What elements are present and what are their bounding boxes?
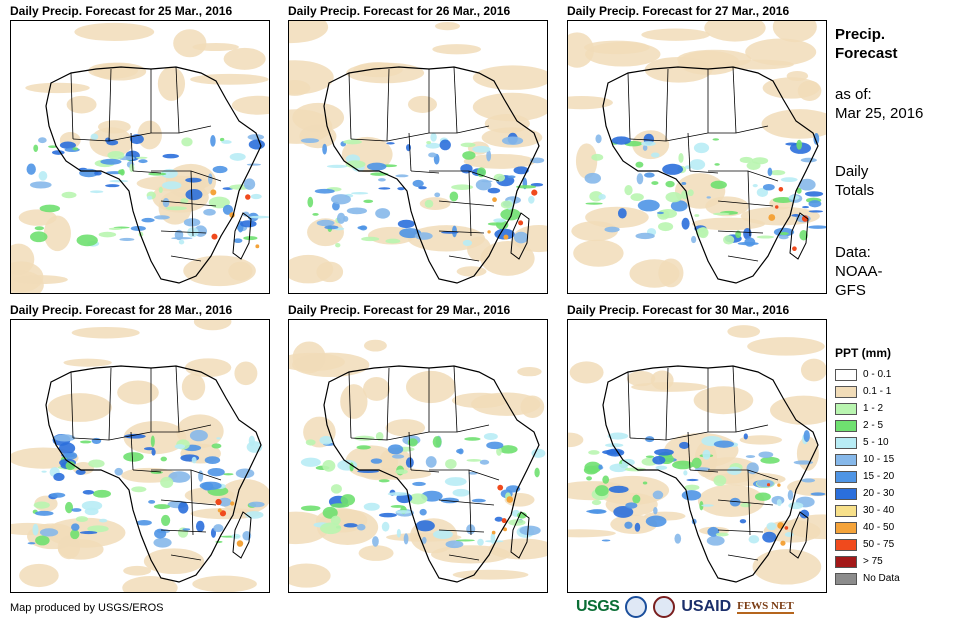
data-source-line: NOAA- [835,263,883,280]
legend-label: No Data [863,573,900,584]
totals-block: Daily Totals [835,162,874,200]
legend-label: 20 - 30 [863,488,895,499]
legend-item: 5 - 10 [835,434,900,451]
data-source-line: Data: [835,244,871,261]
totals-line: Totals [835,182,875,199]
legend-label: 15 - 20 [863,471,895,482]
usaid-logo: USAID [681,598,732,615]
legend-label: 50 - 75 [863,539,895,550]
precip-map [288,319,548,593]
data-source-line: GFS [835,282,866,299]
noaa-logo-icon [625,596,648,618]
legend-label: > 75 [863,556,883,567]
legend-swatch [835,436,857,449]
legend-label: 30 - 40 [863,505,895,516]
legend-item: 1 - 2 [835,400,900,417]
fews-net-logo: FEWS NET [737,600,794,614]
heading-line: Precip. [835,26,886,43]
precip-map [10,319,270,593]
legend-swatch [835,385,857,398]
precip-legend: PPT (mm) 0 - 0.1 0.1 - 1 1 - 2 2 - 5 5 - 10 1… [835,346,900,587]
legend-swatch [835,487,857,500]
usgs-logo: USGS [576,598,620,615]
totals-line: Daily [835,163,869,180]
panel-title: Daily Precip. Forecast for 29 Mar., 2016 [288,303,511,317]
legend-swatch [835,368,857,381]
legend-item: 0.1 - 1 [835,383,900,400]
panel-title: Daily Precip. Forecast for 27 Mar., 2016 [567,4,790,18]
panel-title: Daily Precip. Forecast for 28 Mar., 2016 [10,303,233,317]
panel-title: Daily Precip. Forecast for 30 Mar., 2016 [567,303,790,317]
legend-label: 0 - 0.1 [863,369,892,380]
legend-item: No Data [835,570,900,587]
data-source-block: Data: NOAA- GFS [835,243,883,300]
legend-swatch [835,470,857,483]
legend-label: 40 - 50 [863,522,895,533]
partner-logos: USGS USAID FEWS NET [576,594,794,620]
as-of-label: as of: [835,86,872,103]
legend-item: 30 - 40 [835,502,900,519]
legend-item: 15 - 20 [835,468,900,485]
sidebar-heading: Precip. Forecast [835,25,898,63]
legend-label: 2 - 5 [863,420,884,431]
legend-item: 50 - 75 [835,536,900,553]
legend-swatch [835,538,857,551]
legend-label: 0.1 - 1 [863,386,892,397]
legend-swatch [835,572,857,585]
map-credit: Map produced by USGS/EROS [10,602,164,614]
legend-label: 10 - 15 [863,454,895,465]
as-of-date: Mar 25, 2016 [835,105,924,122]
precip-map [288,20,548,294]
legend-item: 2 - 5 [835,417,900,434]
heading-line: Forecast [835,45,898,62]
legend-swatch [835,521,857,534]
legend-item: > 75 [835,553,900,570]
legend-label: 1 - 2 [863,403,884,414]
legend-swatch [835,555,857,568]
legend-item: 10 - 15 [835,451,900,468]
panel-title: Daily Precip. Forecast for 25 Mar., 2016 [10,4,233,18]
legend-item: 40 - 50 [835,519,900,536]
legend-swatch [835,504,857,517]
panel-title: Daily Precip. Forecast for 26 Mar., 2016 [288,4,511,18]
legend-swatch [835,419,857,432]
legend-item: 0 - 0.1 [835,366,900,383]
nasa-logo-icon [653,596,676,618]
precip-map [567,20,827,294]
legend-item: 20 - 30 [835,485,900,502]
precip-map [567,319,827,593]
as-of-block: as of: Mar 25, 2016 [835,85,923,123]
legend-title: PPT (mm) [835,346,892,360]
legend-swatch [835,402,857,415]
precip-map [10,20,270,294]
legend-swatch [835,453,857,466]
legend-label: 5 - 10 [863,437,889,448]
